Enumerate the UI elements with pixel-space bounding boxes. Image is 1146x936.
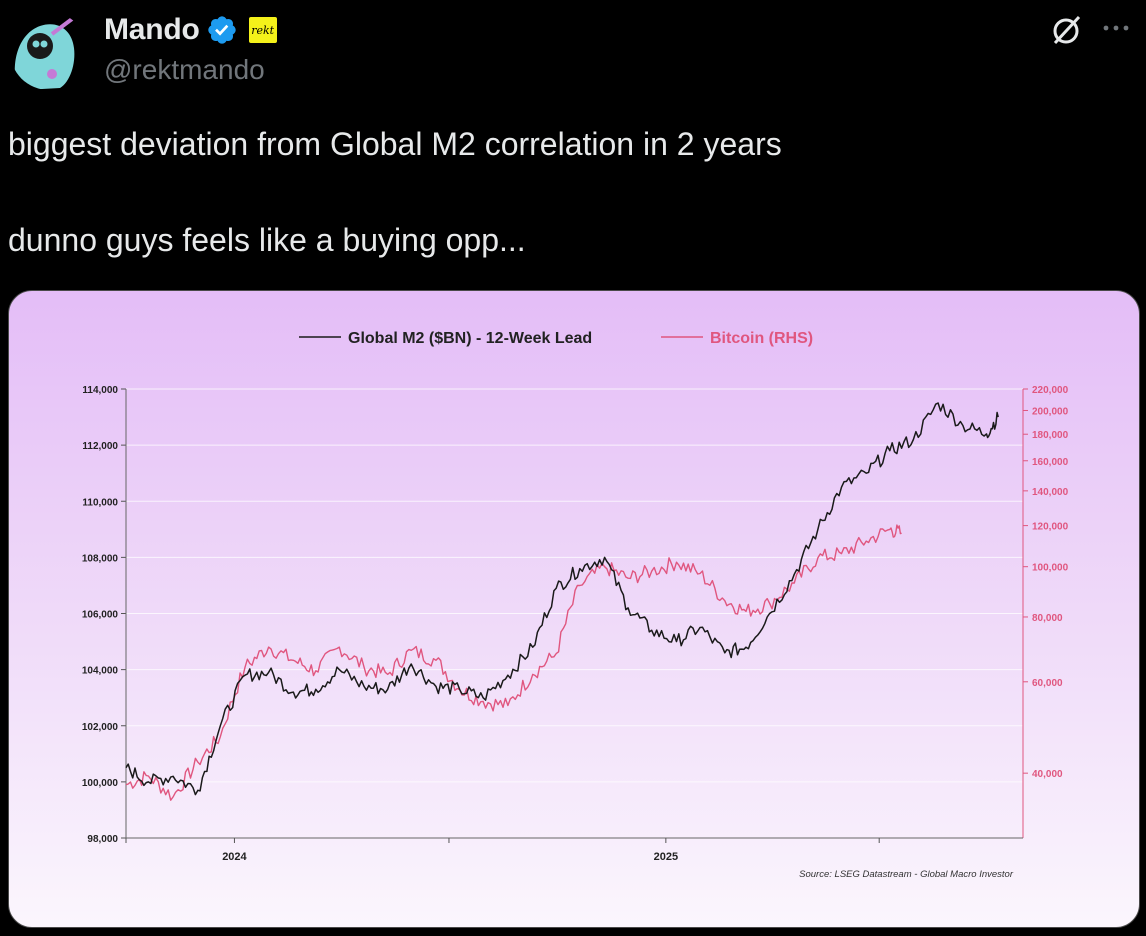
author-handle[interactable]: @rektmando	[104, 54, 265, 85]
right-tick-label: 120,000	[1032, 522, 1069, 533]
legend-label-global-m2: Global M2 ($BN) - 12-Week Lead	[348, 330, 592, 347]
avatar[interactable]	[10, 12, 88, 90]
left-tick-label: 100,000	[82, 778, 119, 789]
legend-label-bitcoin: Bitcoin (RHS)	[710, 330, 813, 347]
more-options-icon[interactable]	[1098, 16, 1134, 40]
author-name[interactable]: Mando	[104, 13, 200, 46]
x-tick-label: 2025	[654, 851, 678, 863]
left-tick-label: 98,000	[87, 834, 118, 845]
left-tick-label: 114,000	[82, 385, 118, 396]
verified-badge-icon	[207, 16, 236, 44]
right-tick-label: 180,000	[1032, 430, 1069, 441]
right-tick-label: 200,000	[1032, 406, 1069, 417]
tweet-media-chart[interactable]: 114,000 112,000 110,000 108,000 106,000 104,0…	[8, 290, 1140, 928]
left-tick-label: 104,000	[82, 666, 119, 677]
right-tick-label: 140,000	[1032, 487, 1069, 498]
right-tick-label: 40,000	[1032, 769, 1063, 780]
affiliate-badge[interactable]: rekt	[247, 16, 278, 44]
series-line-global-m2	[125, 402, 999, 796]
left-tick-label: 108,000	[82, 553, 119, 564]
x-tick-label: 2024	[222, 851, 247, 863]
left-tick-label: 112,000	[82, 441, 118, 452]
tweet-text-line-2: dunno guys feels like a buying opp...	[8, 222, 526, 258]
grok-icon[interactable]	[1048, 12, 1084, 48]
left-tick-label: 110,000	[82, 497, 118, 508]
right-tick-label: 80,000	[1032, 613, 1063, 624]
right-tick-label: 160,000	[1032, 457, 1069, 468]
right-tick-label: 220,000	[1032, 385, 1069, 396]
tweet-text-line-1: biggest deviation from Global M2 correla…	[8, 126, 782, 162]
chart-source: Source: LSEG Datastream - Global Macro I…	[799, 869, 1014, 880]
right-tick-label: 100,000	[1032, 563, 1069, 574]
avatar-image	[10, 12, 88, 90]
left-tick-label: 102,000	[82, 722, 119, 733]
chart-svg: 114,000 112,000 110,000 108,000 106,000 104,0…	[82, 330, 1069, 880]
left-tick-label: 106,000	[82, 610, 119, 621]
affiliate-badge-label: rekt	[251, 23, 275, 37]
series-line-bitcoin	[125, 524, 902, 801]
right-tick-label: 60,000	[1032, 678, 1063, 689]
